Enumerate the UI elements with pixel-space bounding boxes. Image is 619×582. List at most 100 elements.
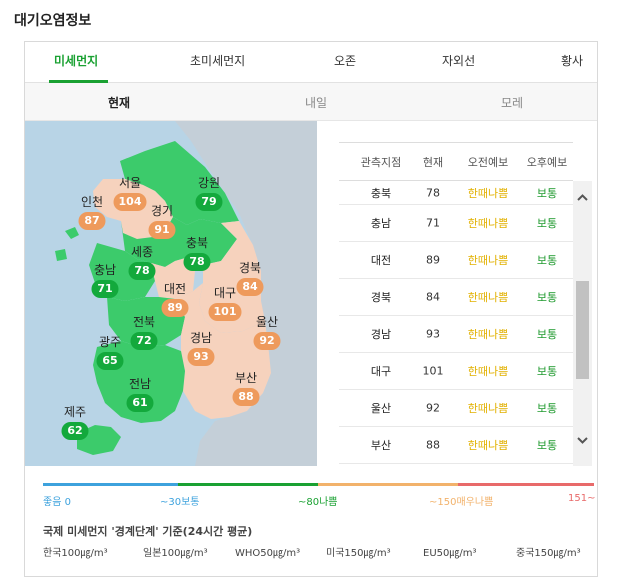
- cell-station: 경북: [370, 291, 392, 304]
- region-name: 경남: [189, 331, 213, 345]
- air-pollution-widget: 미세먼지 초미세먼지 오존 자외선 황사 현재 내일 모레 서울 104 강원 79 인…: [24, 41, 598, 577]
- tab-day-after[interactable]: 모레: [501, 96, 524, 110]
- legend-bar-bad: [318, 483, 458, 486]
- legend-max: 151~: [568, 493, 596, 504]
- cell-am-forecast: 한때나쁨: [467, 254, 509, 267]
- region-name: 경북: [238, 261, 262, 275]
- region-marker[interactable]: 충북 78: [183, 236, 211, 271]
- region-marker[interactable]: 부산 88: [232, 371, 260, 406]
- cell-current: 101: [422, 364, 444, 378]
- region-marker[interactable]: 경남 93: [187, 331, 215, 366]
- standard-who: WHO50㎍/m³: [235, 548, 301, 559]
- region-name: 울산: [255, 315, 279, 329]
- region-marker[interactable]: 인천 87: [78, 195, 106, 230]
- scroll-thumb[interactable]: [576, 281, 589, 379]
- table-row: 대구 101 한때나쁨 보통: [339, 353, 573, 390]
- tab-uv[interactable]: 자외선: [442, 54, 476, 68]
- legend-bar-good: [43, 483, 178, 486]
- tab-ultrafine-dust[interactable]: 초미세먼지: [190, 54, 246, 68]
- region-marker[interactable]: 제주 62: [61, 405, 89, 440]
- table-row: 경남 93 한때나쁨 보통: [339, 316, 573, 353]
- cell-am-forecast: 한때나쁨: [467, 402, 509, 415]
- tab-now[interactable]: 현재: [108, 96, 131, 110]
- region-name: 서울: [118, 176, 142, 190]
- region-value-badge: 93: [187, 348, 215, 366]
- header-station: 관측지점: [360, 156, 402, 169]
- cell-station: 충북: [370, 186, 392, 200]
- cell-pm-forecast: 보통: [536, 217, 558, 230]
- region-name: 제주: [63, 405, 87, 419]
- region-value-badge: 71: [91, 280, 119, 298]
- cell-am-forecast: 한때나쁨: [467, 217, 509, 230]
- table-row: 경북 84 한때나쁨 보통: [339, 279, 573, 316]
- region-marker[interactable]: 경기 91: [148, 204, 176, 239]
- cell-station: 대전: [370, 254, 392, 267]
- cell-station: 울산: [370, 402, 392, 415]
- cell-pm-forecast: 보통: [536, 291, 558, 304]
- legend-bar-normal: [178, 483, 318, 486]
- region-marker[interactable]: 충남 71: [91, 263, 119, 298]
- tab-ozone[interactable]: 오존: [334, 54, 357, 68]
- cell-station: 대구: [370, 365, 392, 378]
- header-am-forecast: 오전예보: [467, 156, 509, 169]
- standard-korea: 한국100㎍/m³: [43, 548, 108, 559]
- table-row: 부산 88 한때나쁨 보통: [339, 427, 573, 464]
- cell-pm-forecast: 보통: [536, 365, 558, 378]
- region-name: 대전: [163, 282, 187, 296]
- table-header: 관측지점 현재 오전예보 오후예보: [339, 142, 573, 181]
- forecast-table: 관측지점 현재 오전예보 오후예보 충북 78 한때나쁨 보통 충남 71 한때나쁨 보통 대전…: [317, 121, 597, 466]
- cell-pm-forecast: 보통: [536, 439, 558, 452]
- korea-map: 서울 104 강원 79 인천 87 경기 91 세종 78 충북 78 경북 84 충남 71 대전 89 대구 1…: [25, 121, 317, 466]
- region-value-badge: 78: [128, 262, 156, 280]
- cell-pm-forecast: 보통: [536, 186, 558, 200]
- region-marker[interactable]: 전남 61: [126, 377, 154, 412]
- standard-japan: 일본100㎍/m³: [143, 548, 208, 559]
- region-value-badge: 91: [148, 221, 176, 239]
- cell-current: 84: [426, 290, 440, 304]
- scroll-down-icon[interactable]: [575, 433, 590, 447]
- cell-station: 충남: [370, 217, 392, 230]
- table-row: 충북 78 한때나쁨 보통: [339, 181, 573, 205]
- active-tab-indicator: [49, 80, 108, 83]
- region-marker[interactable]: 대구 101: [208, 286, 242, 321]
- region-name: 대구: [213, 286, 237, 300]
- region-value-badge: 84: [236, 278, 264, 296]
- table-scrollbar[interactable]: [573, 181, 592, 466]
- region-name: 충남: [93, 263, 117, 277]
- region-value-badge: 87: [78, 212, 106, 230]
- page-title: 대기오염정보: [14, 13, 92, 29]
- cell-current: 89: [426, 253, 440, 267]
- region-marker[interactable]: 울산 92: [253, 315, 281, 350]
- region-value-badge: 61: [126, 394, 154, 412]
- region-name: 인천: [80, 195, 104, 209]
- legend-very-bad: ~150매우나쁨: [429, 497, 494, 508]
- region-value-badge: 89: [161, 299, 189, 317]
- region-marker[interactable]: 경북 84: [236, 261, 264, 296]
- cell-pm-forecast: 보통: [536, 328, 558, 341]
- region-marker[interactable]: 서울 104: [113, 176, 147, 211]
- region-marker[interactable]: 세종 78: [128, 245, 156, 280]
- region-value-badge: 88: [232, 388, 260, 406]
- cell-current: 93: [426, 327, 440, 341]
- scroll-up-icon[interactable]: [575, 191, 590, 205]
- cell-am-forecast: 한때나쁨: [467, 365, 509, 378]
- region-marker[interactable]: 대전 89: [161, 282, 189, 317]
- region-marker[interactable]: 강원 79: [195, 176, 223, 211]
- region-name: 강원: [197, 176, 221, 190]
- region-marker[interactable]: 광주 65: [96, 335, 124, 370]
- legend-normal: ~30보통: [160, 497, 200, 508]
- region-marker[interactable]: 전북 72: [130, 315, 158, 350]
- region-name: 충북: [185, 236, 209, 250]
- legend-bad: ~80나쁨: [298, 497, 338, 508]
- region-value-badge: 72: [130, 332, 158, 350]
- tab-fine-dust[interactable]: 미세먼지: [54, 54, 99, 68]
- region-value-badge: 101: [208, 303, 242, 321]
- tab-yellow-dust[interactable]: 황사: [561, 54, 584, 68]
- table-body: 충북 78 한때나쁨 보통 충남 71 한때나쁨 보통 대전 89 한때나쁨 보통 경북 84 한때나쁨 보통…: [339, 181, 573, 466]
- tab-tomorrow[interactable]: 내일: [305, 96, 328, 110]
- region-value-badge: 92: [253, 332, 281, 350]
- legend-good: 좋음 0: [43, 497, 71, 508]
- region-name: 세종: [130, 245, 154, 259]
- cell-current: 78: [426, 186, 440, 199]
- cell-pm-forecast: 보통: [536, 402, 558, 415]
